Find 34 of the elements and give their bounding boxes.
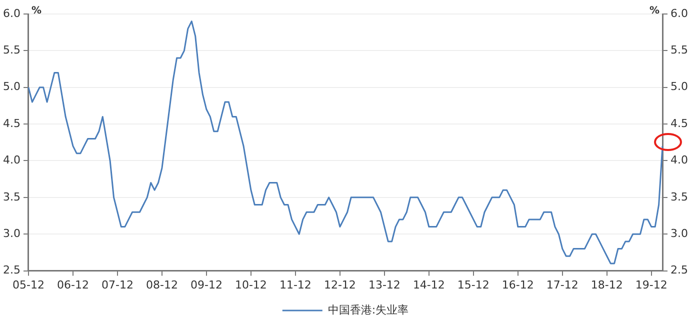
y2-tick-label: 4.0 (670, 154, 688, 167)
legend-label: 中国香港:失业率 (328, 303, 409, 316)
x-tick-label: 09-12 (190, 278, 222, 292)
x-tick-label: 06-12 (57, 278, 89, 292)
y-tick-label: 4.0 (2, 154, 20, 167)
x-tick-label: 13-12 (368, 278, 400, 292)
y-axis-title: % (31, 6, 42, 17)
x-tick-label: 07-12 (101, 278, 134, 292)
x-tick-label: 16-12 (502, 278, 534, 292)
y2-tick-label: 4.5 (670, 116, 688, 130)
x-tick-label: 10-12 (234, 278, 267, 292)
y2-tick-label: 2.5 (670, 264, 688, 277)
y-tick-label: 3.0 (2, 226, 20, 240)
y2-tick-label: 6.0 (670, 6, 688, 20)
y2-tick-label: 5.0 (670, 80, 688, 94)
x-tick-label: 18-12 (590, 278, 623, 292)
x-tick-label: 17-12 (546, 278, 578, 292)
y-tick-label: 5.5 (2, 44, 20, 57)
x-tick-label: 19-12 (635, 278, 668, 292)
x-tick-label: 12-12 (324, 278, 356, 292)
y-tick-label: 5.0 (2, 80, 20, 94)
y2-tick-label: 3.0 (670, 226, 688, 240)
y-tick-label: 2.5 (2, 264, 20, 277)
x-tick-label: 08-12 (146, 278, 178, 292)
x-tick-label: 05-12 (12, 278, 44, 292)
y-tick-label: 4.5 (2, 116, 20, 130)
y-tick-label: 6.0 (2, 6, 20, 20)
y2-tick-label: 3.5 (670, 190, 688, 204)
x-tick-label: 11-12 (279, 278, 312, 292)
y2-axis-title: % (649, 6, 660, 17)
x-tick-label: 15-12 (457, 278, 490, 292)
x-tick-label: 14-12 (412, 278, 445, 292)
y-tick-label: 3.5 (2, 190, 20, 204)
y2-tick-label: 5.5 (670, 44, 688, 57)
